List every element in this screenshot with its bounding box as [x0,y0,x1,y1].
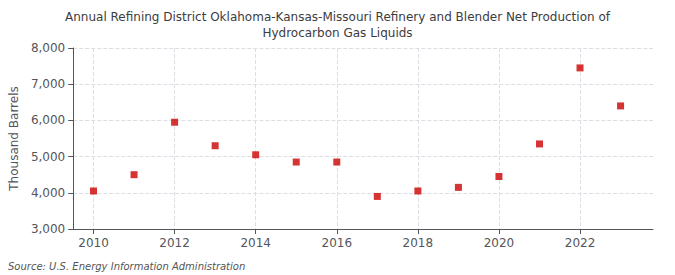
svg-text:8,000: 8,000 [31,41,65,55]
svg-text:Annual Refining District Oklah: Annual Refining District Oklahoma-Kansas… [65,10,611,24]
svg-text:2012: 2012 [159,236,190,250]
svg-text:2020: 2020 [484,236,515,250]
svg-text:Source: U.S. Energy Informatio: Source: U.S. Energy Information Administ… [8,261,245,272]
svg-text:7,000: 7,000 [31,77,65,91]
svg-text:Thousand Barrels: Thousand Barrels [7,86,21,191]
svg-text:4,000: 4,000 [31,186,65,200]
svg-text:3,000: 3,000 [31,222,65,236]
svg-text:2022: 2022 [565,236,596,250]
svg-text:2014: 2014 [240,236,271,250]
svg-text:2018: 2018 [403,236,434,250]
svg-text:6,000: 6,000 [31,113,65,127]
svg-text:Hydrocarbon Gas Liquids: Hydrocarbon Gas Liquids [262,26,412,40]
svg-text:5,000: 5,000 [31,150,65,164]
svg-text:2016: 2016 [322,236,353,250]
svg-text:2010: 2010 [78,236,109,250]
